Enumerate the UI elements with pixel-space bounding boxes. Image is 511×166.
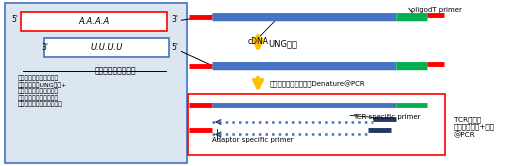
Bar xyxy=(21,12,167,31)
Text: cDNA: cDNA xyxy=(247,37,269,46)
Text: Adaptor specific primer: Adaptor specific primer xyxy=(212,137,294,143)
Text: 本発明のアダプター: 本発明のアダプター xyxy=(95,66,136,75)
Text: 3': 3' xyxy=(42,43,49,52)
Text: 3': 3' xyxy=(171,15,178,24)
Text: アンチセンス鎖側にウラ
シルを導入。UNG処理+
熱処理でアンチセンス鎖
（未反応物中の同鎖を含
む）だけ除去・分解可能。: アンチセンス鎖側にウラ シルを導入。UNG処理+ 熱処理でアンチセンス鎖 （未反… xyxy=(18,76,67,107)
Text: UNG処理: UNG処理 xyxy=(268,40,297,48)
Text: TCR特異的
アニーリング+伸長
@PCR: TCR特異的 アニーリング+伸長 @PCR xyxy=(454,116,495,138)
Text: 5': 5' xyxy=(11,15,18,24)
Text: U.U.U.U: U.U.U.U xyxy=(90,43,123,52)
Text: 短鎖アダプター分解＋Denature@PCR: 短鎖アダプター分解＋Denature@PCR xyxy=(270,80,365,87)
Text: 5': 5' xyxy=(171,43,178,52)
Text: oligodT primer: oligodT primer xyxy=(411,7,462,13)
Text: TCR specific primer: TCR specific primer xyxy=(353,114,420,120)
Bar xyxy=(188,94,445,155)
Bar xyxy=(44,38,169,57)
Bar xyxy=(5,3,187,163)
Text: A.A.A.A: A.A.A.A xyxy=(79,17,110,26)
